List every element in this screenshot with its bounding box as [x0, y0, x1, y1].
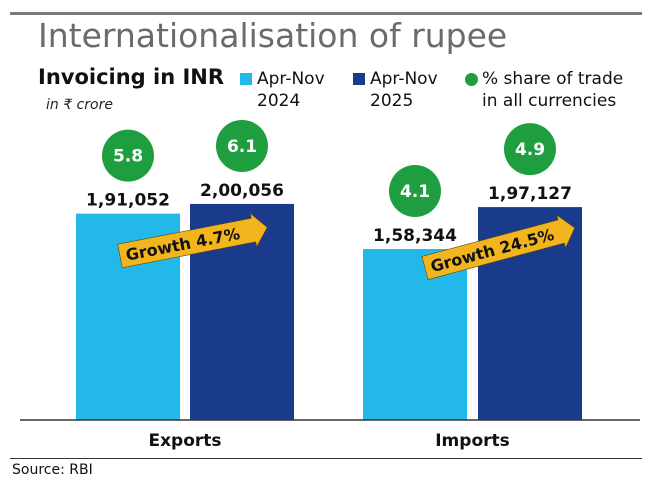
unit-label: in ₹ crore: [46, 97, 113, 113]
share-circle-imports-apr-nov-2024: [389, 164, 441, 217]
legend-swatch-2024: [240, 73, 252, 85]
share-label-exports-apr-nov-2025: 6.1: [227, 137, 257, 157]
legend-item-2024: Apr-Nov 2024: [240, 68, 325, 112]
chart-subtitle: Invoicing in INR: [38, 65, 225, 89]
legend-swatch-2025: [353, 73, 365, 85]
value-label-exports-apr-nov-2024: 1,91,052: [86, 191, 170, 211]
top-rule: [10, 12, 642, 15]
share-label-imports-apr-nov-2025: 4.9: [515, 140, 545, 160]
chart-title: Internationalisation of rupee: [38, 16, 508, 55]
share-label-exports-apr-nov-2024: 5.8: [113, 147, 143, 167]
bottom-rule: [10, 458, 642, 459]
share-circle-imports-apr-nov-2025: [504, 123, 556, 176]
legend-label-2025: Apr-Nov 2025: [370, 69, 438, 111]
legend-item-share: % share of trade in all currencies: [465, 68, 623, 112]
value-label-imports-apr-nov-2025: 1,97,127: [488, 184, 572, 204]
legend-label-share: % share of trade in all currencies: [482, 69, 624, 111]
share-label-imports-apr-nov-2024: 4.1: [400, 182, 430, 202]
share-circle-exports-apr-nov-2025: [216, 119, 268, 172]
legend-item-2025: Apr-Nov 2025: [353, 68, 438, 112]
growth-arrow-shape-1: [421, 214, 576, 280]
share-circle-exports-apr-nov-2024: [102, 129, 154, 182]
category-label-exports: Exports: [148, 431, 221, 451]
legend-label-2024: Apr-Nov 2024: [257, 69, 325, 111]
category-label-imports: Imports: [435, 431, 510, 451]
source-note: Source: RBI: [12, 462, 93, 478]
value-label-imports-apr-nov-2024: 1,58,344: [373, 226, 457, 246]
value-label-exports-apr-nov-2025: 2,00,056: [200, 181, 284, 201]
bar-imports-apr-nov-2024: [363, 248, 467, 420]
growth-arrow-shape-0: [117, 212, 268, 269]
legend-dot-share: [465, 73, 478, 86]
